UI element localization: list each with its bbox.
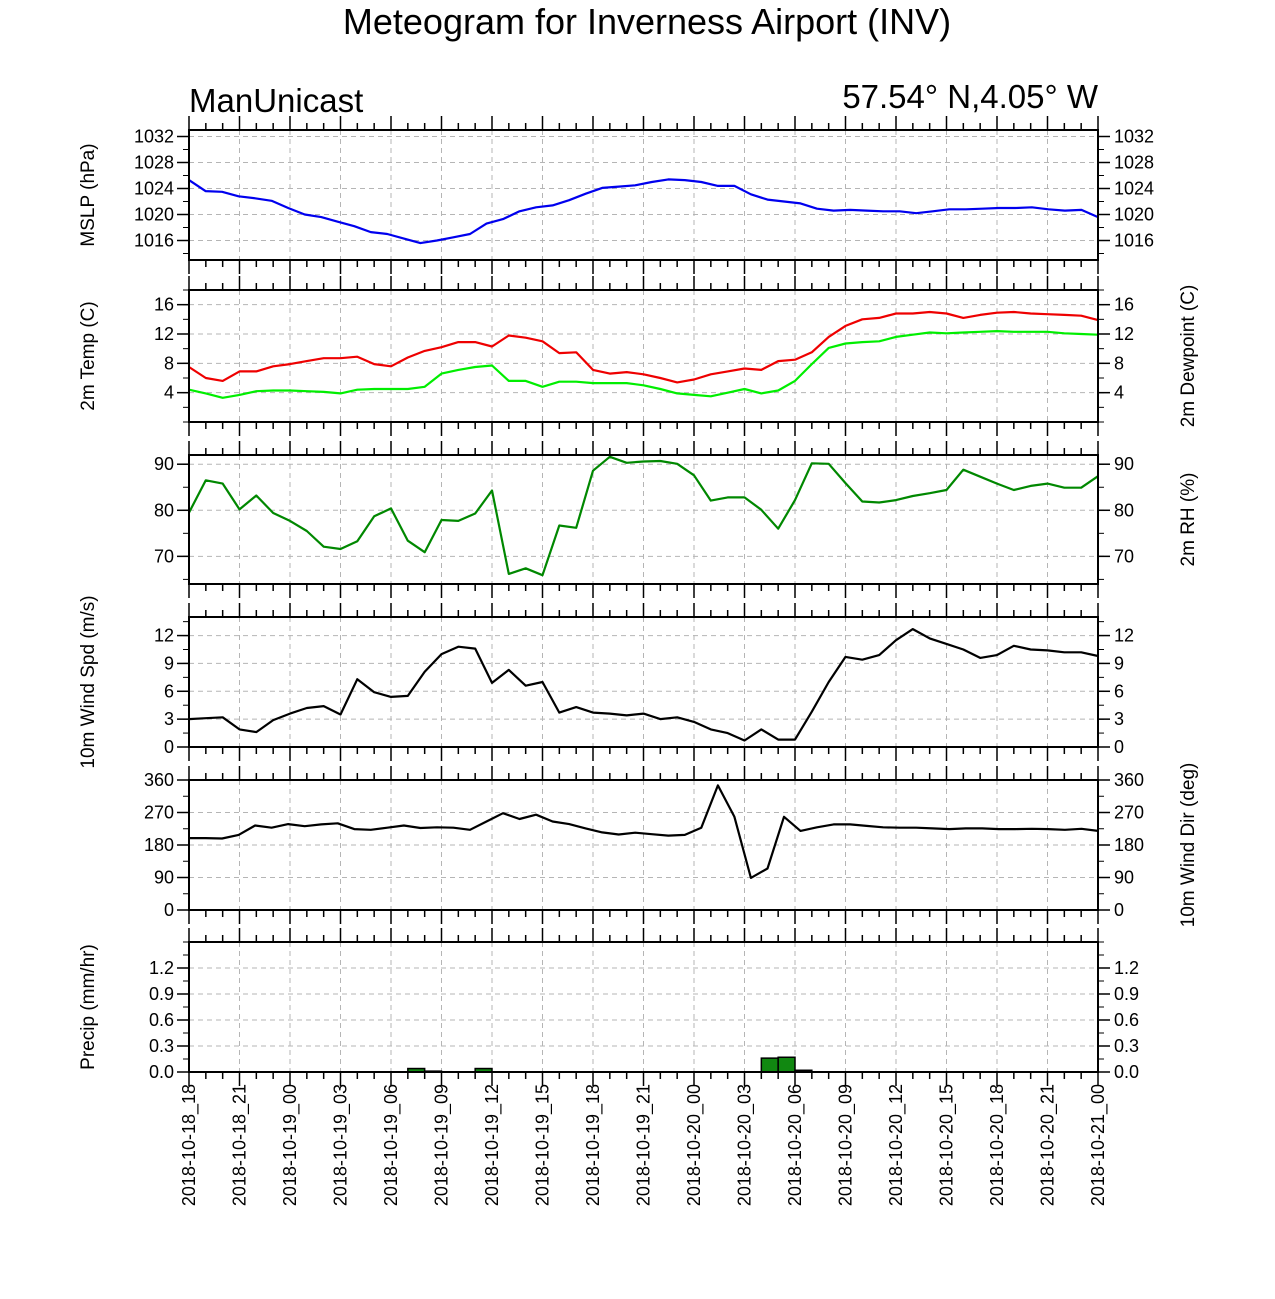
panel-3: 70 70 80 80 90 90 2m RH (%) xyxy=(154,441,1199,598)
y-tick-label-right: 270 xyxy=(1114,803,1144,823)
x-tick-label: 2018-10-20_00 xyxy=(684,1084,705,1206)
y-tick-label-left: 3 xyxy=(164,709,174,729)
series-line-1 xyxy=(188,455,1099,577)
y-tick-label-left: 8 xyxy=(164,353,174,373)
y-tick-label-left: 4 xyxy=(164,383,174,403)
y-tick-label-left: 0.3 xyxy=(149,1036,174,1056)
x-tick-label: 2018-10-20_12 xyxy=(886,1084,907,1206)
series-line-1 xyxy=(188,178,1099,245)
y-axis-label-right: 2m RH (%) xyxy=(1178,473,1199,567)
y-axis-label-left: 2m Temp (C) xyxy=(78,301,99,410)
series-line-2 xyxy=(188,330,1099,399)
y-axis-label-left: MSLP (hPa) xyxy=(78,143,99,246)
x-tick-label: 2018-10-19_09 xyxy=(432,1084,453,1206)
x-tick-label: 2018-10-20_21 xyxy=(1038,1084,1059,1206)
y-axis-label-left: Precip (mm/hr) xyxy=(78,944,99,1070)
panel-2: 4 4 8 8 12 12 16 16 2m Temp (C) 2m Dewpoint (C) xyxy=(78,276,1199,436)
y-tick-label-left: 0.6 xyxy=(149,1010,174,1030)
x-tick-label: 2018-10-20_15 xyxy=(937,1084,958,1206)
y-tick-label-left: 16 xyxy=(154,295,174,315)
series-line-1 xyxy=(189,784,1099,880)
y-tick-label-left: 70 xyxy=(154,546,174,566)
y-tick-label-left: 180 xyxy=(144,835,174,855)
x-tick-label: 2018-10-18_21 xyxy=(230,1084,251,1206)
y-tick-label-right: 0 xyxy=(1114,737,1124,757)
x-tick-label: 2018-10-21_00 xyxy=(1088,1084,1109,1206)
y-tick-label-right: 9 xyxy=(1114,653,1124,673)
y-tick-label-left: 1016 xyxy=(134,231,174,251)
y-tick-label-left: 1024 xyxy=(134,179,174,199)
x-tick-label: 2018-10-19_18 xyxy=(583,1084,604,1206)
y-tick-label-left: 90 xyxy=(154,868,174,888)
x-tick-label: 2018-10-19_15 xyxy=(533,1084,554,1206)
y-tick-label-left: 9 xyxy=(164,653,174,673)
y-tick-label-left: 0.0 xyxy=(149,1062,174,1082)
panel-5: 0 0 90 90 180 180 270 270 360 360 10m Wind Dir (de… xyxy=(144,763,1199,928)
x-tick-label: 2018-10-19_12 xyxy=(482,1084,503,1206)
y-tick-label-right: 1016 xyxy=(1114,231,1154,251)
panel-1: 1016 1016 1020 1020 1024 1024 1028 1028 1032 1032… xyxy=(78,116,1154,274)
y-tick-label-right: 90 xyxy=(1114,454,1134,474)
precip-bar xyxy=(777,1056,796,1073)
panel-6: 0.0 0.0 0.3 0.3 0.6 0.6 0.9 0.9 1.2 1.2 Precip (mm… xyxy=(78,928,1139,1086)
y-tick-label-right: 0.6 xyxy=(1114,1010,1139,1030)
x-tick-label: 2018-10-19_03 xyxy=(331,1084,352,1206)
x-tick-label: 2018-10-19_21 xyxy=(634,1084,655,1206)
y-tick-label-right: 8 xyxy=(1114,353,1124,373)
series-line-1 xyxy=(188,310,1099,384)
x-tick-label: 2018-10-18_18 xyxy=(179,1084,200,1206)
chart-title: Meteogram for Inverness Airport (INV) xyxy=(343,1,951,42)
y-tick-label-right: 6 xyxy=(1114,681,1124,701)
y-tick-label-left: 1.2 xyxy=(149,958,174,978)
y-tick-label-right: 1028 xyxy=(1114,153,1154,173)
y-tick-label-right: 4 xyxy=(1114,383,1124,403)
y-tick-label-right: 12 xyxy=(1114,626,1134,646)
y-axis-label-left: 10m Wind Spd (m/s) xyxy=(78,595,99,768)
x-tick-label: 2018-10-19_00 xyxy=(280,1084,301,1206)
y-tick-label-right: 360 xyxy=(1114,770,1144,790)
y-tick-label-right: 180 xyxy=(1114,835,1144,855)
y-tick-label-right: 1.2 xyxy=(1114,958,1139,978)
y-tick-label-right: 70 xyxy=(1114,546,1134,566)
model-label: ManUnicast xyxy=(189,82,363,119)
precip-bar xyxy=(760,1057,779,1073)
location-label: 57.54° N,4.05° W xyxy=(842,78,1099,115)
y-tick-label-left: 6 xyxy=(164,681,174,701)
y-tick-label-left: 90 xyxy=(154,454,174,474)
y-tick-label-right: 90 xyxy=(1114,868,1134,888)
y-tick-label-right: 1020 xyxy=(1114,205,1154,225)
y-tick-label-right: 0.9 xyxy=(1114,984,1139,1004)
y-tick-label-right: 0.3 xyxy=(1114,1036,1139,1056)
x-tick-label: 2018-10-20_06 xyxy=(785,1084,806,1206)
y-tick-label-left: 0 xyxy=(164,900,174,920)
x-tick-label: 2018-10-20_09 xyxy=(836,1084,857,1206)
y-tick-label-left: 1028 xyxy=(134,153,174,173)
y-tick-label-right: 0.0 xyxy=(1114,1062,1139,1082)
y-tick-label-left: 12 xyxy=(154,626,174,646)
y-tick-label-right: 3 xyxy=(1114,709,1124,729)
y-tick-label-left: 1020 xyxy=(134,205,174,225)
y-tick-label-left: 12 xyxy=(154,324,174,344)
y-tick-label-left: 1032 xyxy=(134,127,174,147)
y-tick-label-left: 80 xyxy=(154,500,174,520)
y-tick-label-right: 16 xyxy=(1114,295,1134,315)
y-tick-label-right: 1024 xyxy=(1114,179,1154,199)
panel-4: 0 0 3 3 6 6 9 9 12 12 10m Wind Spd (m/s) xyxy=(78,595,1134,768)
x-tick-label: 2018-10-20_18 xyxy=(987,1084,1008,1206)
y-tick-label-left: 270 xyxy=(144,803,174,823)
y-axis-label-right: 2m Dewpoint (C) xyxy=(1178,285,1199,428)
x-tick-label: 2018-10-19_06 xyxy=(381,1084,402,1206)
y-tick-label-right: 1032 xyxy=(1114,127,1154,147)
y-tick-label-right: 0 xyxy=(1114,900,1124,920)
x-tick-label: 2018-10-20_03 xyxy=(735,1084,756,1206)
y-tick-label-right: 80 xyxy=(1114,500,1134,520)
y-axis-label-right: 10m Wind Dir (deg) xyxy=(1178,763,1199,928)
y-tick-label-right: 12 xyxy=(1114,324,1134,344)
series-line-1 xyxy=(188,627,1099,742)
y-tick-label-left: 0 xyxy=(164,737,174,757)
y-tick-label-left: 0.9 xyxy=(149,984,174,1004)
y-tick-label-left: 360 xyxy=(144,770,174,790)
